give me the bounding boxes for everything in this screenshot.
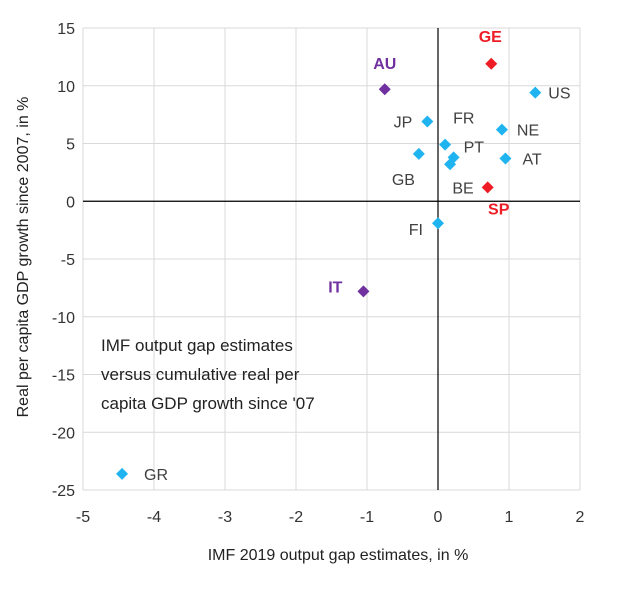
point-marker-gr: [116, 467, 129, 480]
point-label-sp: SP: [488, 201, 510, 218]
point-label-be: BE: [452, 180, 473, 197]
point-label-it: IT: [328, 279, 342, 296]
point-label-ne: NE: [517, 123, 539, 140]
x-tick-label: 2: [576, 509, 585, 526]
point-marker-jp: [421, 115, 434, 128]
y-tick-label: -25: [52, 483, 75, 500]
x-tick-label: -5: [76, 509, 90, 526]
annotation-line-3: capita GDP growth since '07: [101, 394, 315, 413]
x-axis-title: IMF 2019 output gap estimates, in %: [208, 547, 469, 564]
point-label-gr: GR: [144, 467, 168, 484]
point-marker-at: [499, 152, 512, 165]
point-label-us: US: [548, 86, 570, 103]
y-tick-label: -15: [52, 368, 75, 385]
y-axis-title: Real per capita GDP growth since 2007, i…: [15, 97, 32, 418]
point-label-fi: FI: [409, 222, 423, 239]
y-tick-label: 5: [66, 137, 75, 154]
point-marker-it: [357, 285, 370, 298]
grid-lines: [82, 27, 581, 491]
point-marker-us: [529, 86, 542, 99]
point-marker-unlabeled: [444, 158, 457, 171]
x-tick-label: -3: [218, 509, 232, 526]
x-tick-label: -4: [147, 509, 161, 526]
point-label-au: AU: [373, 56, 396, 73]
point-label-at: AT: [522, 152, 541, 169]
point-marker-fr: [439, 138, 452, 151]
y-tick-label: 0: [66, 194, 75, 211]
annotation-line-2: versus cumulative real per: [101, 365, 300, 384]
point-marker-ne: [495, 123, 508, 136]
point-marker-fi: [432, 217, 444, 230]
data-points: [116, 57, 542, 480]
point-label-gb: GB: [392, 172, 415, 189]
chart-annotation: IMF output gap estimates versus cumulati…: [101, 336, 315, 413]
x-tick-label: 0: [434, 509, 443, 526]
point-marker-ge: [485, 57, 498, 70]
x-tick-label: 1: [505, 509, 514, 526]
point-label-ge: GE: [479, 29, 502, 46]
y-tick-label: -20: [52, 425, 75, 442]
annotation-line-1: IMF output gap estimates: [101, 336, 293, 355]
y-tick-label: 10: [57, 79, 75, 96]
y-tick-label: -5: [61, 252, 75, 269]
y-tick-label: 15: [57, 21, 75, 38]
axes: [83, 28, 580, 490]
point-marker-gb: [412, 147, 425, 160]
x-tick-label: -1: [360, 509, 374, 526]
y-tick-label: -10: [52, 310, 75, 327]
point-marker-au: [378, 83, 391, 96]
point-label-jp: JP: [394, 115, 413, 132]
point-label-pt: PT: [464, 139, 485, 156]
point-label-fr: FR: [453, 111, 474, 128]
x-tick-label: -2: [289, 509, 303, 526]
point-labels: GE AU US JP NE FR GB PT AT BE SP FI IT GR: [144, 29, 570, 484]
point-marker-be: [481, 181, 494, 194]
